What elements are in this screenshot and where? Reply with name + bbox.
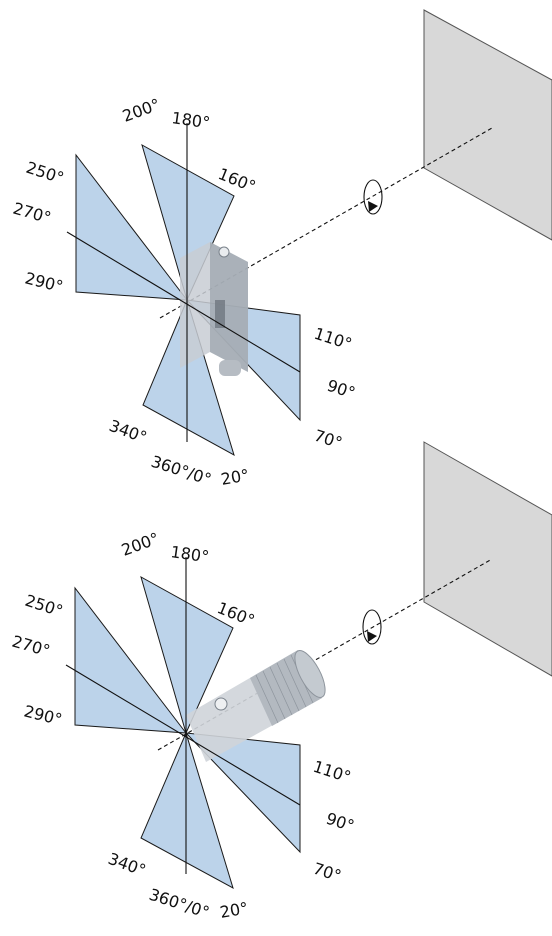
angle-label: 340° [107, 416, 150, 447]
angle-label: 180° [169, 542, 210, 566]
diagram-rectangular-sensor: 200° 180° 160° 250° 270° 290° 110° 90° 7… [11, 9, 552, 489]
angle-label: 250° [23, 591, 66, 621]
angle-label: 340° [106, 849, 149, 880]
angle-sectors [74, 575, 301, 890]
angle-label: 360°/0° [149, 452, 214, 489]
angle-label: 70° [311, 859, 344, 886]
angle-label: 200° [120, 95, 163, 126]
cylindrical-sensor [186, 650, 326, 762]
angle-label: 20° [218, 898, 249, 922]
angle-label: 290° [23, 268, 65, 296]
angle-label: 270° [10, 632, 52, 661]
sector-250-290 [75, 153, 189, 301]
angle-labels: 200° 180° 160° 250° 270° 290° 110° 90° 7… [10, 529, 357, 922]
sector-340-20 [142, 298, 235, 457]
reference-lines [65, 557, 301, 874]
rotation-arrow-icon [362, 609, 382, 645]
sector-340-20 [140, 731, 234, 890]
angle-sectors [75, 143, 301, 457]
sector-250-290 [74, 586, 188, 734]
angle-label: 200° [119, 529, 162, 560]
angle-label: 290° [22, 701, 64, 729]
rotation-arrow-icon [363, 179, 383, 215]
angle-label: 20° [219, 465, 250, 489]
reference-lines [66, 123, 301, 442]
angle-label: 270° [11, 199, 53, 228]
angle-label: 90° [324, 809, 357, 836]
sector-160-200 [140, 575, 234, 735]
angle-label: 70° [312, 426, 345, 453]
rectangular-sensor [180, 242, 248, 376]
target-surface [423, 9, 552, 241]
target-surface [423, 441, 552, 677]
angle-label: 110° [311, 757, 354, 787]
angle-label: 250° [24, 158, 67, 188]
angle-label: 180° [170, 108, 211, 132]
angle-label: 360°/0° [147, 885, 212, 922]
angle-label: 90° [325, 376, 358, 403]
angle-label: 110° [312, 324, 355, 354]
diagram-cylindrical-sensor: 200° 180° 160° 250° 270° 290° 110° 90° 7… [10, 441, 552, 922]
